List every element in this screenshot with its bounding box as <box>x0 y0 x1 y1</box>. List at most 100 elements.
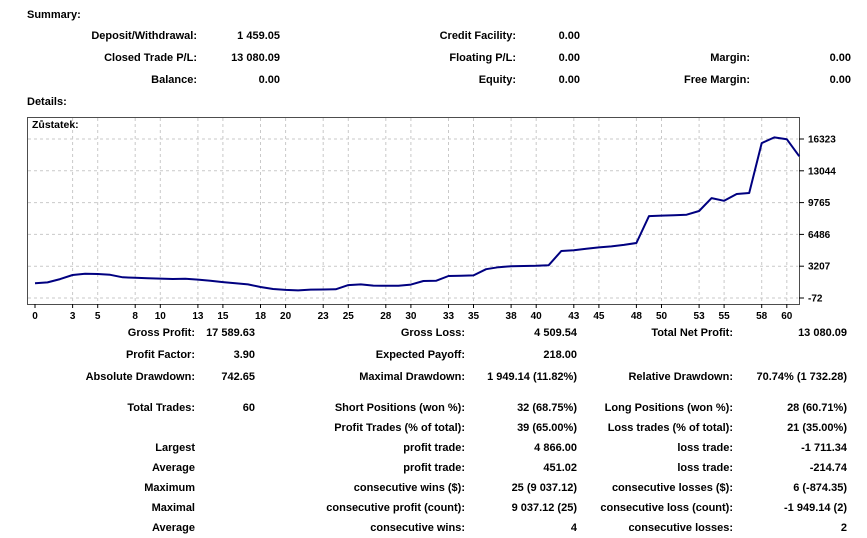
summary-value-closed-trade-pl: 13 080.09 <box>231 52 280 64</box>
summary-label-closed-trade-pl: Closed Trade P/L: <box>104 52 197 64</box>
summary-label-credit-facility: Credit Facility: <box>439 30 516 42</box>
stat-value-total-net-profit: 13 080.09 <box>798 327 847 339</box>
stat-label-short-positions: Short Positions (won %): <box>334 402 465 414</box>
stat-value-empty <box>733 344 847 366</box>
stat-value-consecutive-losses-money: 6 (-874.35) <box>793 482 847 494</box>
stat-value-average-loss-trade: -214.74 <box>809 462 847 474</box>
svg-text:55: 55 <box>719 311 731 322</box>
svg-text:16323: 16323 <box>808 135 836 146</box>
summary-label-margin: Margin: <box>710 52 750 64</box>
stat-value-relative-drawdown: 70.74% (1 732.28) <box>756 371 847 383</box>
stat-value-consecutive-wins-money: 25 (9 037.12) <box>511 482 577 494</box>
stat-value-avg-consecutive-losses: 2 <box>840 522 847 534</box>
stat-value-largest-profit-trade: 4 866.00 <box>534 442 577 454</box>
svg-text:0: 0 <box>32 311 38 322</box>
stat-value-empty <box>195 438 255 458</box>
summary-label-empty <box>580 25 750 47</box>
svg-text:28: 28 <box>380 311 392 322</box>
stat-value-loss-trades: 21 (35.00%) <box>787 422 847 434</box>
stat-value-long-positions: 28 (60.71%) <box>787 402 847 414</box>
svg-text:8: 8 <box>132 311 138 322</box>
table-row: Average profit trade: 451.02 loss trade:… <box>0 458 847 478</box>
stat-value-consecutive-profit-count: 9 037.12 (25) <box>511 502 577 514</box>
balance-chart: Zůstatek: 16323 13044 9765 6486 3207 -72 0 3 5 8 1… <box>27 115 867 325</box>
table-row: Average consecutive wins: 4 consecutive … <box>0 518 847 538</box>
stat-value-empty <box>195 498 255 518</box>
stat-label-total-net-profit: Total Net Profit: <box>651 327 733 339</box>
svg-text:23: 23 <box>318 311 330 322</box>
svg-text:38: 38 <box>506 311 518 322</box>
stat-label-maximal-drawdown: Maximal Drawdown: <box>359 371 465 383</box>
stat-label-largest-profit-trade: profit trade: <box>403 442 465 454</box>
stat-label-largest-loss-trade: loss trade: <box>677 442 733 454</box>
summary-value-floating-pl: 0.00 <box>558 52 580 64</box>
stat-value-maximal-drawdown: 1 949.14 (11.82%) <box>487 371 577 383</box>
stat-value-avg-consecutive-wins: 4 <box>570 522 577 534</box>
stat-value-profit-factor: 3.90 <box>233 349 255 361</box>
stat-label-average2: Average <box>151 522 195 534</box>
summary-value-equity: 0.00 <box>558 74 580 86</box>
stat-label-empty <box>577 344 733 366</box>
summary-label-equity: Equity: <box>478 74 516 86</box>
stat-value-absolute-drawdown: 742.65 <box>221 371 255 383</box>
stat-label-largest: Largest <box>155 442 195 454</box>
svg-text:9765: 9765 <box>808 198 831 209</box>
stat-value-consecutive-loss-count: -1 949.14 (2) <box>784 502 847 514</box>
stat-label-expected-payoff: Expected Payoff: <box>375 349 465 361</box>
svg-text:10: 10 <box>155 311 167 322</box>
summary-label-floating-pl: Floating P/L: <box>449 52 516 64</box>
stat-label-consecutive-wins-money: consecutive wins ($): <box>353 482 465 494</box>
table-row: Absolute Drawdown: 742.65 Maximal Drawdo… <box>0 366 847 388</box>
stat-value-largest-loss-trade: -1 711.34 <box>801 442 847 454</box>
stat-label-profit-trades: Profit Trades (% of total): <box>334 422 465 434</box>
table-row: Largest profit trade: 4 866.00 loss trad… <box>0 438 847 458</box>
summary-label-balance: Balance: <box>151 74 197 86</box>
table-row: Closed Trade P/L: 13 080.09 Floating P/L… <box>0 47 851 69</box>
svg-text:6486: 6486 <box>808 230 831 241</box>
stat-label-avg-consecutive-wins: consecutive wins: <box>370 522 465 534</box>
summary-label-free-margin: Free Margin: <box>683 74 750 86</box>
stat-label-consecutive-loss-count: consecutive loss (count): <box>600 502 733 514</box>
summary-section-heading: Summary: <box>27 9 81 21</box>
stat-label-long-positions: Long Positions (won %): <box>604 402 733 414</box>
svg-text:18: 18 <box>255 311 267 322</box>
svg-text:15: 15 <box>217 311 229 322</box>
table-row: Maximal consecutive profit (count): 9 03… <box>0 498 847 518</box>
plot-frame <box>27 117 800 305</box>
balance-line <box>34 136 801 292</box>
svg-text:13044: 13044 <box>808 166 836 177</box>
svg-text:13: 13 <box>192 311 204 322</box>
stat-value-gross-loss: 4 509.54 <box>534 327 577 339</box>
stat-label-average-loss-trade: loss trade: <box>677 462 733 474</box>
balance-chart-canvas: 16323 13044 9765 6486 3207 -72 0 3 5 8 10 13 15 18 20 2… <box>27 117 836 322</box>
summary-value-margin: 0.00 <box>829 52 851 64</box>
svg-text:60: 60 <box>781 311 793 322</box>
summary-table: Deposit/Withdrawal: 1 459.05 Credit Faci… <box>0 25 851 91</box>
chart-gridlines-and-axes: 16323 13044 9765 6486 3207 -72 0 3 5 8 10 13 15 18 20 2… <box>28 118 836 322</box>
stats-table-profit: Gross Profit: 17 589.63 Gross Loss: 4 50… <box>0 322 847 388</box>
svg-text:45: 45 <box>593 311 605 322</box>
svg-text:35: 35 <box>468 311 480 322</box>
stat-label-profit-factor: Profit Factor: <box>125 349 195 361</box>
svg-text:30: 30 <box>405 311 417 322</box>
svg-text:-72: -72 <box>808 294 823 305</box>
stat-label-gross-profit: Gross Profit: <box>127 327 195 339</box>
svg-text:50: 50 <box>656 311 668 322</box>
stat-value-total-trades: 60 <box>242 402 255 414</box>
svg-text:48: 48 <box>631 311 643 322</box>
stat-value-gross-profit: 17 589.63 <box>206 327 255 339</box>
svg-text:43: 43 <box>568 311 580 322</box>
summary-value-balance: 0.00 <box>258 74 280 86</box>
stat-value-profit-trades: 39 (65.00%) <box>517 422 577 434</box>
stat-label-average-profit-trade: profit trade: <box>403 462 465 474</box>
table-row: Gross Profit: 17 589.63 Gross Loss: 4 50… <box>0 322 847 344</box>
svg-text:33: 33 <box>443 311 455 322</box>
stat-label-maximum: Maximum <box>144 482 195 494</box>
details-section-heading: Details: <box>27 96 67 108</box>
svg-text:20: 20 <box>280 311 292 322</box>
svg-text:40: 40 <box>531 311 543 322</box>
svg-text:3207: 3207 <box>808 262 831 273</box>
summary-value-empty <box>750 25 851 47</box>
stat-value-empty <box>195 518 255 538</box>
chart-title: Zůstatek: <box>32 119 79 131</box>
